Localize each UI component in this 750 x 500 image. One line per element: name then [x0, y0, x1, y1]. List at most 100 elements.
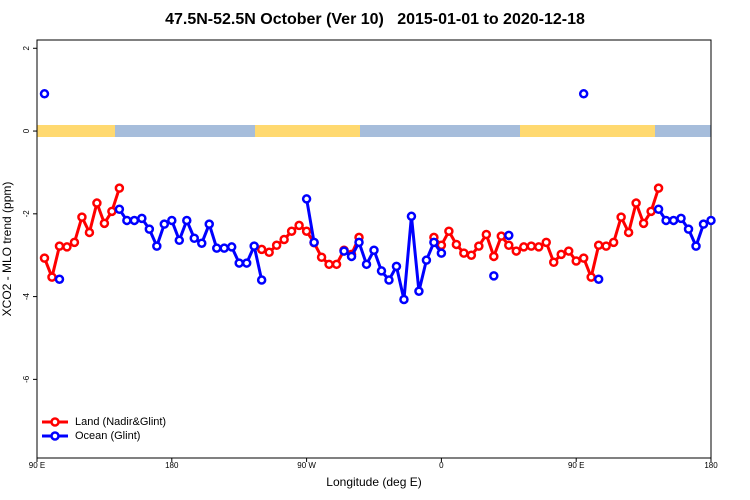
- ocean-band: [360, 125, 520, 137]
- data-point: [92, 198, 102, 208]
- legend: Land (Nadir&Glint) Ocean (Glint): [42, 416, 166, 442]
- data-point: [593, 240, 604, 251]
- y-tick-label: -4: [22, 292, 31, 300]
- data-point: [541, 237, 551, 248]
- data-point: [234, 258, 244, 268]
- data-point: [668, 215, 679, 226]
- data-point: [249, 241, 259, 251]
- legend-label: Land (Nadir&Glint): [75, 416, 166, 428]
- data-point: [324, 259, 334, 270]
- x-tick-label: 90 E: [568, 461, 584, 470]
- data-point: [39, 89, 50, 99]
- land-band: [37, 125, 115, 137]
- data-point: [226, 242, 237, 252]
- data-point: [256, 244, 267, 255]
- data-point: [99, 218, 110, 229]
- data-point: [653, 204, 664, 215]
- data-point: [706, 215, 716, 226]
- ocean-band: [115, 125, 255, 137]
- data-point: [354, 237, 364, 248]
- data-point: [571, 256, 581, 266]
- data-point: [69, 237, 80, 248]
- data-point: [504, 240, 514, 251]
- data-point: [616, 212, 626, 222]
- data-point: [159, 219, 170, 229]
- data-point: [107, 206, 117, 217]
- x-tick-label: 90 E: [29, 461, 45, 470]
- series-line: [43, 187, 661, 283]
- data-point: [519, 242, 529, 252]
- data-point: [182, 215, 192, 226]
- data-point: [534, 242, 544, 252]
- data-point: [144, 224, 155, 234]
- plot-frame: [36, 39, 712, 459]
- data-point: [114, 183, 125, 193]
- x-tick-label: 90 W: [297, 461, 316, 470]
- data-point: [459, 248, 469, 258]
- data-point: [623, 227, 634, 238]
- data-point: [593, 274, 604, 284]
- data-point: [39, 253, 50, 263]
- chart-title: 47.5N-52.5N October (Ver 10) 2015-01-01 …: [165, 11, 585, 28]
- data-point: [489, 251, 499, 262]
- data-point: [406, 211, 417, 222]
- series-line: [118, 198, 712, 300]
- data-point: [129, 215, 140, 226]
- data-point: [548, 257, 559, 267]
- data-point: [204, 219, 214, 229]
- x-tick-label: 0: [439, 461, 444, 470]
- data-point: [436, 248, 447, 258]
- data-point: [504, 230, 514, 241]
- data-point: [264, 247, 274, 258]
- data-point: [474, 241, 484, 251]
- data-point: [316, 252, 327, 263]
- data-point: [219, 243, 229, 253]
- data-point: [376, 266, 387, 276]
- data-point: [399, 294, 409, 305]
- data-point: [414, 286, 424, 296]
- data-point: [84, 227, 95, 238]
- data-point: [698, 219, 709, 229]
- data-point: [167, 215, 177, 226]
- data-point: [563, 246, 574, 256]
- data-point: [691, 241, 701, 251]
- legend-marker: [50, 417, 60, 427]
- data-point: [122, 215, 132, 226]
- data-point: [421, 255, 432, 265]
- data-point: [489, 271, 499, 281]
- x-tick-label: 180: [165, 461, 179, 470]
- y-tick-label: 0: [22, 128, 31, 133]
- data-point: [114, 204, 125, 215]
- data-point: [271, 240, 282, 251]
- data-point: [466, 250, 477, 260]
- data-point: [309, 237, 319, 248]
- data-point: [481, 229, 492, 240]
- data-point: [346, 251, 357, 262]
- y-tick-label: -6: [22, 375, 31, 383]
- data-point: [137, 213, 147, 224]
- data-point: [631, 198, 641, 208]
- data-point: [586, 272, 596, 282]
- data-point: [211, 243, 222, 253]
- data-point: [661, 215, 671, 226]
- y-axis-label: XCO2 - MLO trend (ppm): [0, 182, 14, 317]
- data-point: [638, 218, 649, 229]
- data-point: [653, 183, 664, 193]
- data-point: [556, 249, 566, 260]
- data-point: [174, 235, 185, 246]
- y-tick-label: 2: [22, 46, 31, 51]
- land-band: [520, 125, 655, 137]
- data-point: [301, 194, 312, 204]
- x-axis-label: Longitude (deg E): [326, 475, 421, 489]
- data-point: [676, 213, 686, 224]
- ocean-band: [655, 125, 711, 137]
- data-point: [301, 226, 312, 236]
- data-point: [369, 245, 379, 255]
- data-point: [391, 261, 402, 272]
- legend-marker: [50, 431, 60, 441]
- data-point: [286, 226, 297, 236]
- data-point: [47, 272, 57, 282]
- data-point: [197, 238, 207, 248]
- data-point: [361, 259, 372, 270]
